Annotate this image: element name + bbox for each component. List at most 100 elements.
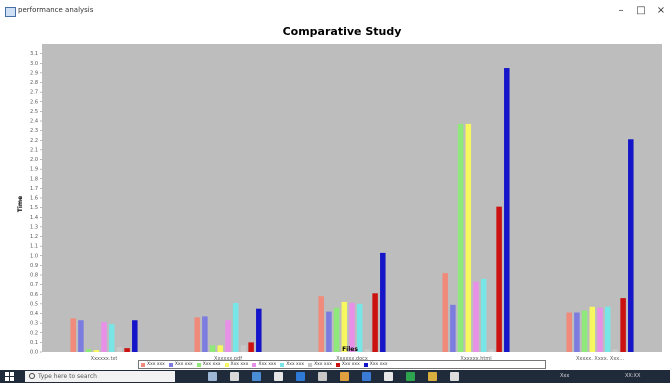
bar-series-2-cat-1 [209, 345, 216, 352]
y-tick-label: 2.7 [30, 90, 38, 96]
app-icon-3[interactable] [274, 372, 283, 381]
x-axis-label: Files [342, 346, 358, 353]
y-tick-label: 1.3 [30, 224, 38, 230]
bar-series-7-cat-1 [248, 342, 254, 352]
app-icon-4[interactable] [296, 372, 305, 381]
legend-label: Xxx xxx [202, 362, 221, 367]
y-tick-label: 0.9 [30, 263, 38, 269]
x-category-label: Xxxxxx.html [460, 356, 491, 360]
bar-series-1-cat-1 [202, 316, 208, 352]
bar-series-2-cat-4 [581, 310, 588, 352]
bar-series-1-cat-3 [450, 304, 456, 352]
legend-item: Xxx xxx [196, 362, 221, 367]
clock: XX:XX [625, 373, 641, 379]
task-view-icon[interactable] [208, 372, 217, 381]
taskbar: Type here to search Xxx XX:XX [0, 370, 670, 383]
app-icon [5, 7, 16, 17]
y-tick-label: 0.7 [30, 282, 38, 288]
y-tick-label: 2.5 [30, 109, 38, 115]
y-tick-label: 2.3 [30, 128, 38, 134]
bar-series-3-cat-0 [93, 350, 100, 352]
y-tick-label: 3.0 [30, 61, 38, 67]
app-icon-5[interactable] [318, 372, 327, 381]
app-icon-7[interactable] [384, 372, 393, 381]
y-tick-label: 2.9 [30, 70, 38, 76]
folder-icon[interactable] [340, 372, 349, 381]
legend: Xxx xxx Xxx xxx Xxx xxx Xxx xxx Xxx xxx Xxx x… [138, 360, 546, 369]
bar-series-8-cat-3 [504, 68, 510, 352]
plot-area [42, 44, 662, 352]
app-icon-6[interactable] [362, 372, 371, 381]
bar-series-4-cat-4 [597, 307, 603, 352]
bar-series-7-cat-2 [372, 293, 378, 352]
y-tick-label: 0.0 [30, 350, 38, 356]
y-tick-label: 1.2 [30, 234, 38, 240]
y-tick-label: 1.4 [30, 215, 38, 221]
legend-item: Xxx xxx [224, 362, 249, 367]
minimize-button[interactable]: – [618, 5, 624, 16]
legend-label: Xxx xxx [314, 362, 332, 367]
bar-series-5-cat-1 [232, 302, 239, 352]
x-category-label: Xxxxx, Xxxx, Xxx... [576, 356, 624, 360]
app-icon-10[interactable] [450, 372, 459, 381]
bar-series-0-cat-2 [318, 296, 324, 352]
legend-label: Xxx xxx [258, 362, 277, 367]
x-category-label: Xxxxxx.docx [336, 356, 368, 360]
y-tick-label: 2.1 [30, 147, 38, 153]
bar-series-0-cat-4 [566, 312, 572, 352]
y-axis-label: Time [17, 196, 24, 212]
chart-title: Comparative Study [283, 25, 402, 38]
bar-series-4-cat-1 [225, 320, 231, 352]
legend-swatch [224, 362, 229, 367]
bar-series-5-cat-0 [108, 324, 115, 352]
maximize-button[interactable]: □ [636, 5, 646, 16]
y-tick-label: 1.0 [30, 253, 38, 259]
bar-chart: Comparative Study 0.00.10.20.30.40.50.60… [0, 20, 670, 360]
legend-label: Xxx xxx [341, 362, 360, 367]
bar-series-3-cat-4 [589, 306, 596, 352]
bar-series-5-cat-2 [356, 303, 363, 352]
bar-series-6-cat-4 [612, 349, 619, 352]
bar-series-8-cat-4 [628, 139, 634, 352]
y-tick-label: 0.5 [30, 301, 38, 307]
bar-series-0-cat-0 [70, 318, 76, 352]
bar-series-8-cat-1 [256, 308, 262, 352]
legend-label: Xxx xxx [147, 362, 165, 367]
bar-series-4-cat-3 [473, 281, 479, 352]
legend-swatch [252, 362, 257, 367]
bar-series-6-cat-2 [364, 349, 371, 352]
bar-series-2-cat-2 [333, 307, 340, 352]
y-axis-ticks: 0.0 0.1 0.2 0.3 0.4 0.5 0.6 0.7 0.8 0.9 1.0 1.1 1.2 1… [30, 51, 42, 356]
close-button[interactable]: × [656, 5, 666, 16]
y-tick-label: 1.9 [30, 167, 38, 173]
system-tray[interactable]: Xxx [560, 373, 570, 379]
y-tick-label: 3.1 [30, 51, 38, 57]
bar-series-5-cat-4 [604, 306, 611, 352]
bar-series-1-cat-2 [326, 311, 332, 352]
app-icon-8[interactable] [406, 372, 415, 381]
bar-series-3-cat-1 [217, 345, 224, 352]
y-tick-label: 0.8 [30, 273, 38, 279]
app-icon-1[interactable] [230, 372, 239, 381]
taskbar-search-input[interactable]: Type here to search [25, 371, 175, 382]
windows-start-icon[interactable] [5, 372, 14, 381]
y-tick-label: 1.7 [30, 186, 38, 192]
app-icon-9[interactable] [428, 372, 437, 381]
bar-series-0-cat-1 [194, 317, 200, 352]
y-tick-label: 1.6 [30, 196, 38, 202]
legend-label: Xxx xxx [286, 362, 305, 367]
legend-swatch [308, 362, 313, 367]
bar-series-4-cat-0 [101, 322, 107, 352]
bar-series-7-cat-4 [620, 298, 626, 352]
y-tick-label: 0.1 [30, 340, 38, 346]
y-tick-label: 2.4 [30, 119, 38, 125]
legend-swatch [196, 362, 201, 367]
legend-label: Xxx xxx [230, 362, 249, 367]
y-tick-label: 2.2 [30, 138, 38, 144]
legend-item: Xxx xxx [141, 362, 165, 367]
x-category-label: Xxxxxx.txt [91, 356, 118, 360]
bar-series-5-cat-3 [480, 278, 487, 352]
app-icon-2[interactable] [252, 372, 261, 381]
bar-series-2-cat-3 [457, 123, 464, 352]
bar-series-3-cat-3 [465, 123, 472, 352]
